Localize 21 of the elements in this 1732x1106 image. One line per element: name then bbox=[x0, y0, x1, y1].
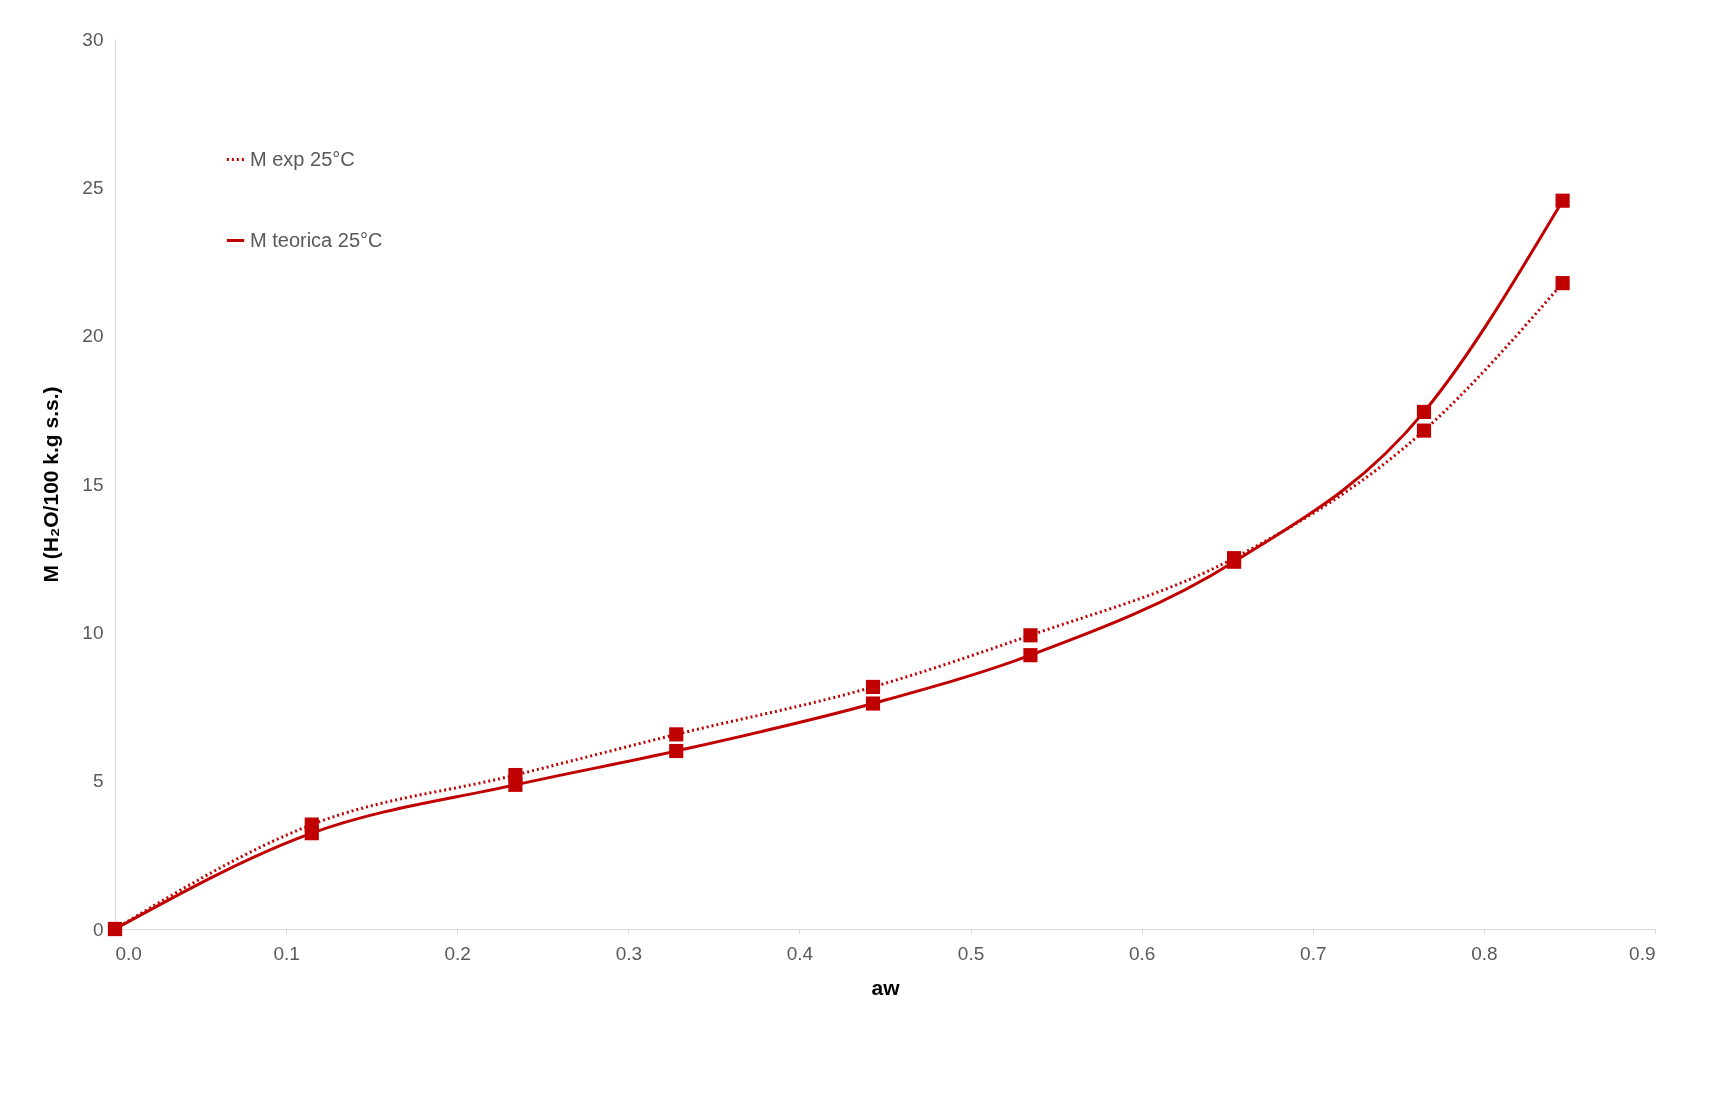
y-tick-label: 10 bbox=[82, 621, 104, 643]
x-tick-label: 0.5 bbox=[957, 942, 985, 964]
x-tick-label: 0.8 bbox=[1471, 942, 1498, 964]
x-tick-label: 0.1 bbox=[273, 942, 300, 964]
x-tick-label: 0.3 bbox=[615, 942, 643, 964]
y-tick-label: 20 bbox=[82, 325, 104, 347]
y-axis-title: M (H₂O/100 k.g s.s.) bbox=[39, 386, 63, 583]
legend-label: M exp 25°C bbox=[250, 147, 355, 170]
y-tick-label: 15 bbox=[82, 473, 104, 495]
x-tick-label: 0.4 bbox=[786, 942, 814, 964]
x-axis-title: aw bbox=[871, 975, 901, 999]
legend-label: M teorica 25°C bbox=[250, 228, 383, 251]
x-tick-label: 0.6 bbox=[1128, 942, 1156, 964]
y-tick-label: 25 bbox=[82, 176, 104, 198]
x-tick-label: 0.9 bbox=[1629, 942, 1656, 964]
y-tick-label: 30 bbox=[82, 28, 104, 50]
y-tick-label: 0 bbox=[92, 918, 104, 940]
y-tick-label: 5 bbox=[92, 770, 104, 792]
x-tick-label: 0.7 bbox=[1300, 942, 1327, 964]
x-tick-label: 0.2 bbox=[444, 942, 471, 964]
x-tick-label: 0.0 bbox=[115, 942, 142, 964]
